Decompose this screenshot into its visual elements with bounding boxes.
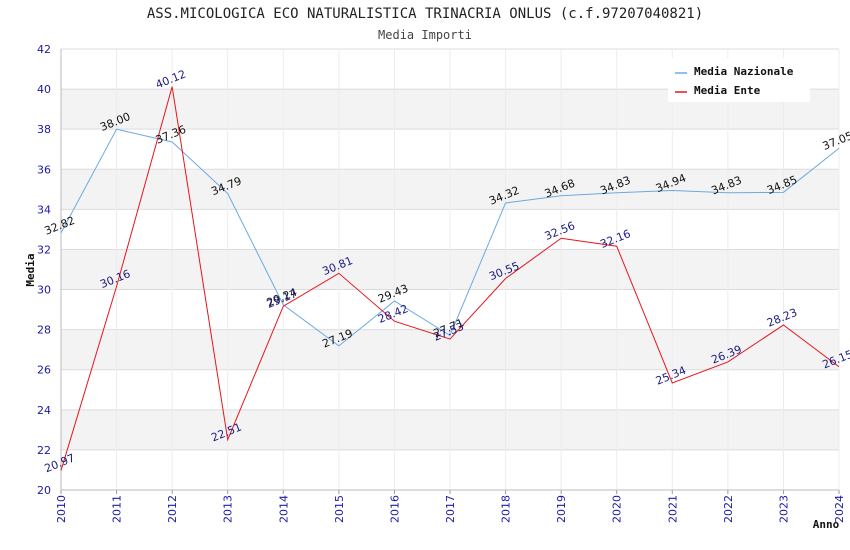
series-lines (60, 86, 840, 471)
legend-box (668, 58, 810, 102)
x-tick-label: 2016 (388, 495, 401, 523)
series-line-media-ente (60, 86, 840, 471)
x-tick-label: 2014 (277, 495, 290, 523)
x-tick-labels: 2010 2011 2012 2013 2014 2015 2016 2017 2018 2019… (55, 495, 846, 523)
series-line-media-nazionale (60, 128, 840, 347)
x-tick-label: 2018 (500, 495, 513, 523)
y-tick-label: 38 (37, 123, 51, 136)
data-label: 32.82 (43, 214, 77, 238)
x-tick-label: 2010 (55, 495, 68, 523)
x-tick-label: 2024 (833, 495, 846, 523)
y-tick-label: 42 (37, 43, 51, 56)
x-tick-label: 2022 (722, 495, 735, 523)
y-tick-label: 22 (37, 444, 51, 457)
y-axis-label: Media (24, 253, 37, 286)
y-tick-label: 40 (37, 83, 51, 96)
y-tick-label: 28 (37, 324, 51, 337)
y-tick-label: 36 (37, 163, 51, 176)
y-tick-label: 34 (37, 203, 51, 216)
axes (60, 49, 840, 494)
legend: Media Nazionale Media Ente (668, 58, 810, 102)
x-axis-label: Anno (813, 518, 840, 531)
x-tick-label: 2015 (333, 495, 346, 523)
legend-label-media-nazionale: Media Nazionale (694, 65, 794, 78)
chart-subtitle: Media Importi (378, 28, 472, 42)
data-label: 32.16 (598, 227, 632, 251)
y-tick-label: 24 (37, 404, 51, 417)
x-tick-label: 2013 (222, 495, 235, 523)
y-tick-label: 32 (37, 243, 51, 256)
x-tick-label: 2019 (555, 495, 568, 523)
x-tick-label: 2011 (111, 495, 124, 523)
x-tick-label: 2021 (666, 495, 679, 523)
y-tick-label: 26 (37, 364, 51, 377)
data-label: 40.12 (154, 68, 188, 92)
data-label: 28.42 (376, 302, 410, 326)
x-tick-label: 2023 (777, 495, 790, 523)
data-label: 37.05 (821, 129, 850, 153)
y-tick-labels: 20 22 24 26 28 30 32 34 36 38 40 42 (37, 43, 51, 497)
y-tick-label: 20 (37, 484, 51, 497)
x-tick-label: 2012 (166, 495, 179, 523)
grid-lines (60, 48, 840, 491)
x-tick-label: 2020 (611, 495, 624, 523)
y-tick-label: 30 (37, 284, 51, 297)
chart-title: ASS.MICOLOGICA ECO NATURALISTICA TRINACR… (147, 6, 703, 22)
legend-label-media-ente: Media Ente (694, 84, 761, 97)
x-tick-label: 2017 (444, 495, 457, 523)
